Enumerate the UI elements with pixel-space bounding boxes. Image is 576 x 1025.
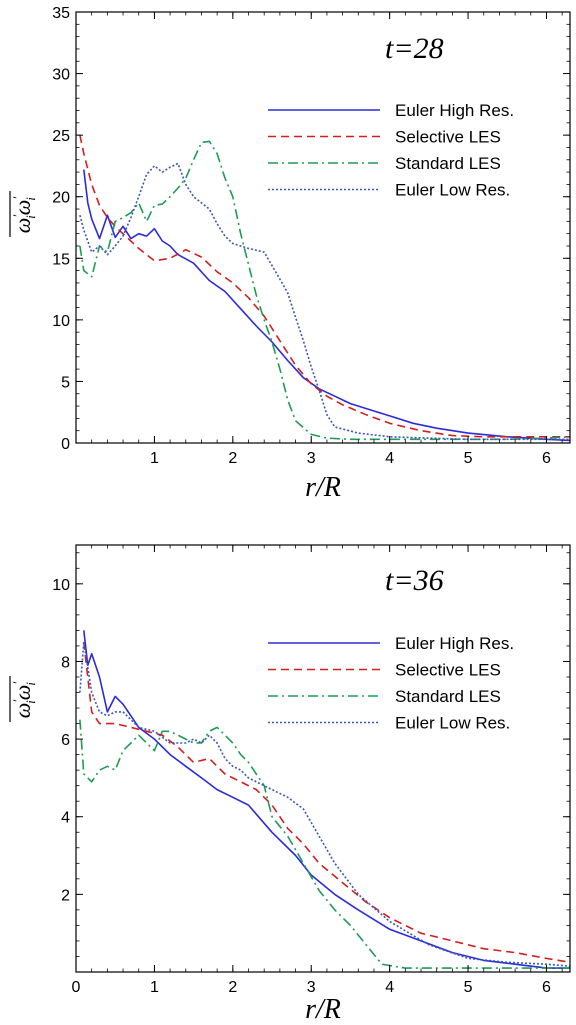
series-line-euler-low-res — [79, 162, 570, 441]
series-line-euler-high-res — [83, 630, 570, 969]
time-annotation: t=36 — [385, 564, 444, 597]
legend: Euler High Res. Selective LES Standard LES… — [268, 101, 514, 200]
y-tick-label: 20 — [52, 190, 70, 207]
x-tick-label: 1 — [150, 450, 159, 467]
x-tick-label: 2 — [228, 979, 237, 996]
x-tick-label: 5 — [464, 979, 473, 996]
svg-text:ω′iω′i: ω′iω′i — [10, 682, 38, 719]
x-tick-label: 5 — [464, 450, 473, 467]
series-line-euler-low-res — [79, 641, 570, 967]
y-tick-label: 6 — [61, 732, 70, 749]
legend-label: Euler Low Res. — [395, 714, 510, 733]
legend: Euler High Res. Selective LES Standard LES… — [268, 634, 514, 733]
y-tick-label: 15 — [52, 251, 70, 268]
legend-label: Standard LES — [395, 154, 501, 173]
y-tick-label: 30 — [52, 67, 70, 84]
y-tick-label: 10 — [52, 313, 70, 330]
legend-label: Euler High Res. — [395, 101, 514, 120]
series-line-selective-les — [83, 641, 570, 964]
x-axis-title: r/R — [305, 472, 341, 503]
panel-t36: 0 1 2 3 4 5 6 2 4 6 8 10 r/R ω′iω′i t=36 Euler High Res… — [9, 544, 571, 1025]
legend-label: Euler Low Res. — [395, 181, 510, 200]
x-tick-label: 3 — [307, 979, 316, 996]
plot-frame — [75, 544, 571, 973]
y-tick-label: 8 — [61, 654, 70, 671]
panel-t28: 1 2 3 4 5 6 0 5 10 15 20 25 30 35 r/R ω′iω′i t=28 Euler H… — [9, 5, 571, 503]
legend-label: Euler High Res. — [395, 634, 514, 653]
x-tick-label: 6 — [542, 450, 551, 467]
y-axis-title: ω′iω′i — [9, 676, 38, 722]
svg-text:ω′iω′i: ω′iω′i — [10, 197, 38, 234]
y-tick-label: 0 — [61, 436, 70, 453]
x-tick-label: 3 — [307, 450, 316, 467]
x-tick-label: 1 — [150, 979, 159, 996]
series-line-standard-les — [79, 719, 570, 969]
x-axis-title: r/R — [305, 994, 341, 1025]
legend-label: Selective LES — [395, 128, 501, 147]
series-group — [79, 630, 570, 969]
x-tick-label: 0 — [72, 979, 81, 996]
x-tick-label: 6 — [542, 979, 551, 996]
series-line-selective-les — [79, 134, 570, 438]
legend-label: Selective LES — [395, 661, 501, 680]
series-group — [79, 134, 570, 442]
y-tick-label: 5 — [61, 374, 70, 391]
x-tick-label: 4 — [385, 979, 394, 996]
time-annotation: t=28 — [385, 32, 444, 65]
y-axis-title: ω′iω′i — [9, 191, 38, 237]
legend-label: Standard LES — [395, 687, 501, 706]
y-tick-label: 10 — [52, 577, 70, 594]
y-tick-label: 25 — [52, 128, 70, 145]
y-tick-label: 35 — [52, 5, 70, 22]
plot-frame — [75, 11, 571, 444]
series-line-euler-high-res — [83, 169, 570, 442]
y-tick-label: 2 — [61, 887, 70, 904]
y-tick-label: 4 — [61, 810, 70, 827]
series-line-standard-les — [79, 140, 570, 441]
x-tick-label: 4 — [385, 450, 394, 467]
x-tick-label: 2 — [228, 450, 237, 467]
